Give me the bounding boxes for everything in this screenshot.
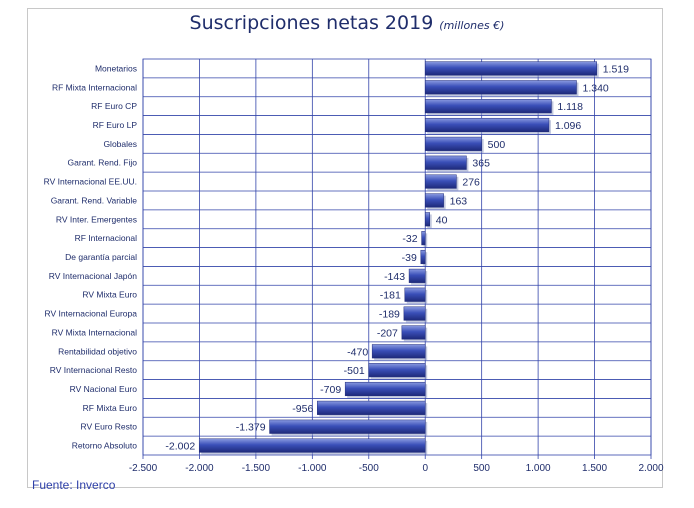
category-label: RV Nacional Euro xyxy=(70,384,138,394)
category-label: Garant. Rend. Variable xyxy=(51,195,138,205)
x-tick-label: 1.000 xyxy=(526,463,551,474)
x-tick-label: -1.000 xyxy=(298,463,327,474)
chart-title: Suscripciones netas 2019 (millones €) xyxy=(0,12,694,34)
bar xyxy=(401,325,426,340)
x-tick-label: 0 xyxy=(422,463,428,474)
data-label: 163 xyxy=(450,195,468,207)
bar xyxy=(424,61,597,76)
data-label: -470 xyxy=(347,346,368,358)
category-label: Garant. Rend. Fijo xyxy=(68,158,138,168)
bar xyxy=(371,344,426,359)
category-label: RV Euro Resto xyxy=(80,422,137,432)
category-labels: Monetarios RF Mixta Internacional RF Euro … xyxy=(44,63,138,450)
x-tick-label: -1.500 xyxy=(242,463,271,474)
bar xyxy=(424,136,482,151)
bar xyxy=(368,363,426,378)
data-label: -32 xyxy=(402,233,417,245)
category-label: De garantía parcial xyxy=(65,252,137,262)
category-label: RF Euro LP xyxy=(93,120,138,130)
x-tick-label: -2.000 xyxy=(185,463,214,474)
data-label: -709 xyxy=(320,384,341,396)
category-label: Globales xyxy=(103,139,137,149)
bar xyxy=(344,381,426,397)
bar xyxy=(317,400,426,415)
x-tick-label: -500 xyxy=(359,463,379,474)
bar xyxy=(420,249,426,265)
bar xyxy=(404,287,426,302)
source-note: Fuente: Inverco xyxy=(32,478,116,492)
bar xyxy=(424,99,552,114)
category-label: RV Mixta Euro xyxy=(82,290,137,300)
category-label: RF Euro CP xyxy=(91,101,137,111)
category-label: Rentabilidad objetivo xyxy=(58,346,137,356)
data-label: 1.519 xyxy=(603,63,629,75)
data-label: 365 xyxy=(472,158,490,170)
data-label: 1.340 xyxy=(582,82,608,94)
data-label: 40 xyxy=(436,214,448,226)
category-label: RF Internacional xyxy=(75,233,137,243)
bar xyxy=(424,155,467,170)
chart-title-text: Suscripciones netas 2019 xyxy=(189,12,434,34)
data-label: -39 xyxy=(402,252,417,264)
category-label: RV Mixta Internacional xyxy=(52,327,137,337)
x-axis-ticks: -2.500 -2.000 -1.500 -1.000 -500 0 500 1.000 1.5… xyxy=(129,455,664,474)
data-label: -501 xyxy=(344,365,365,377)
chart-subtitle: (millones €) xyxy=(439,19,505,32)
data-label: -143 xyxy=(384,271,405,283)
bar xyxy=(421,231,426,246)
data-label: -207 xyxy=(377,327,398,339)
bars xyxy=(198,61,599,455)
data-label: 1.096 xyxy=(555,120,581,132)
bar xyxy=(424,212,430,227)
category-label: Retorno Absoluto xyxy=(72,441,137,451)
category-label: RV Inter. Emergentes xyxy=(56,214,137,224)
x-tick-label: -2.500 xyxy=(129,463,158,474)
data-label: 500 xyxy=(488,139,506,151)
bar xyxy=(424,117,550,133)
bar xyxy=(198,438,426,453)
category-label: RV Internacional Europa xyxy=(45,309,138,319)
data-label: -181 xyxy=(380,290,401,302)
bar xyxy=(424,80,577,95)
category-label: RV Internacional Resto xyxy=(50,365,138,375)
category-label: RF Mixta Internacional xyxy=(52,82,137,92)
bar xyxy=(424,174,457,189)
bar xyxy=(269,419,426,434)
data-label: -956 xyxy=(292,403,313,415)
x-tick-label: 2.000 xyxy=(638,463,663,474)
x-tick-label: 1.500 xyxy=(582,463,607,474)
data-label: -2.002 xyxy=(165,441,195,453)
bar xyxy=(424,193,444,208)
category-label: RF Mixta Euro xyxy=(83,403,138,413)
data-label: 276 xyxy=(462,177,480,189)
bar xyxy=(403,306,426,321)
data-label: 1.118 xyxy=(557,101,583,113)
data-label: -189 xyxy=(379,309,400,321)
bar xyxy=(408,268,426,283)
x-tick-label: 500 xyxy=(473,463,490,474)
category-label: RV Internacional Japón xyxy=(49,271,137,281)
data-label: -1.379 xyxy=(236,422,266,434)
category-label: Monetarios xyxy=(95,63,137,73)
category-label: RV Internacional EE.UU. xyxy=(44,177,137,187)
